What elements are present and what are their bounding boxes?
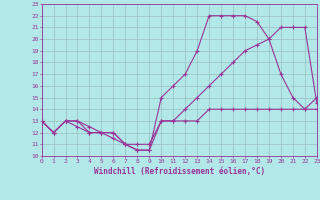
X-axis label: Windchill (Refroidissement éolien,°C): Windchill (Refroidissement éolien,°C) [94,167,265,176]
